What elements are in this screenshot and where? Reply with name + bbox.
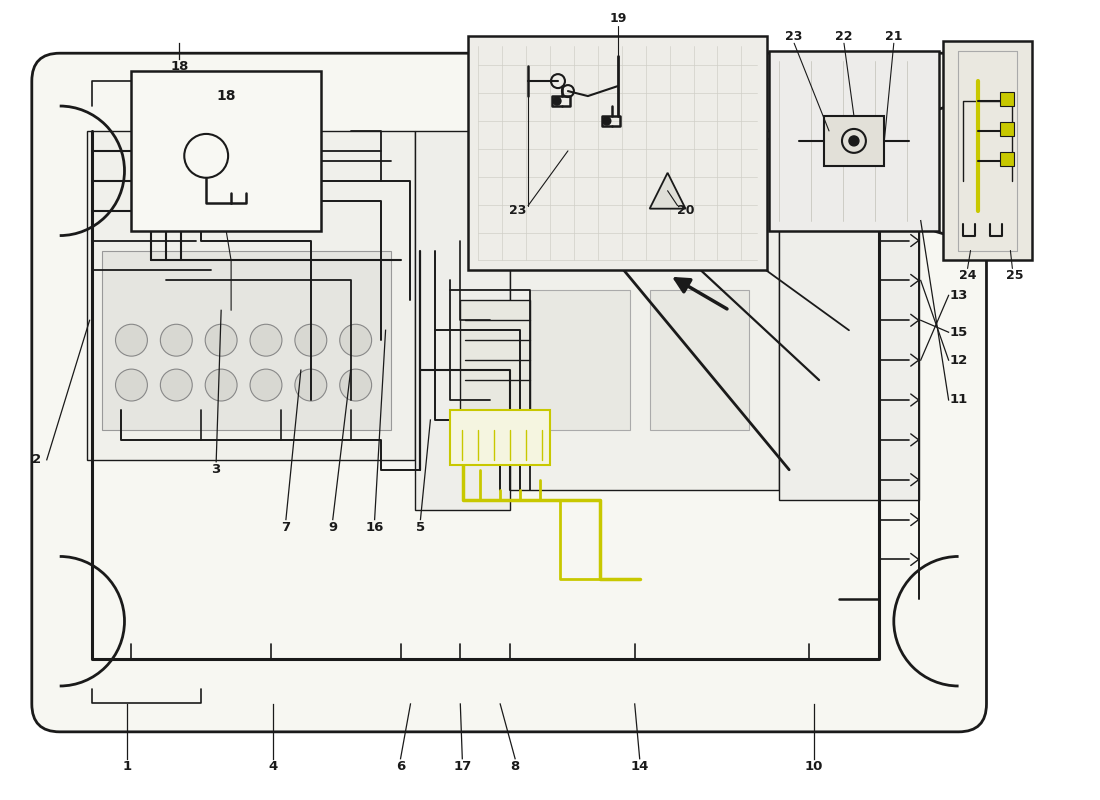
Bar — [132, 71, 321, 230]
Circle shape — [161, 369, 192, 401]
Bar — [1000, 122, 1014, 136]
Circle shape — [116, 324, 147, 356]
Bar — [530, 290, 629, 430]
Bar — [824, 116, 883, 166]
Bar — [1000, 152, 1014, 166]
Text: 6: 6 — [396, 760, 405, 774]
Circle shape — [206, 369, 238, 401]
Text: 2: 2 — [32, 454, 42, 466]
Text: 21: 21 — [886, 30, 903, 42]
Text: 13: 13 — [949, 289, 968, 302]
Text: 4: 4 — [268, 760, 277, 774]
Text: 10: 10 — [805, 760, 823, 774]
Bar — [450, 410, 550, 465]
Polygon shape — [650, 173, 685, 209]
Text: 1: 1 — [123, 760, 132, 774]
Bar — [943, 42, 1032, 261]
Bar — [87, 131, 416, 460]
Circle shape — [206, 324, 238, 356]
Circle shape — [116, 369, 147, 401]
Text: 15: 15 — [949, 326, 968, 338]
Bar — [469, 36, 767, 270]
Circle shape — [849, 136, 859, 146]
Text: 18: 18 — [217, 89, 235, 103]
Circle shape — [295, 369, 327, 401]
Circle shape — [603, 117, 611, 125]
Bar — [101, 250, 390, 430]
Circle shape — [295, 324, 327, 356]
FancyBboxPatch shape — [32, 54, 987, 732]
Text: 25: 25 — [1005, 269, 1023, 282]
Text: 24: 24 — [959, 269, 977, 282]
Text: 9: 9 — [328, 521, 338, 534]
Bar — [779, 111, 918, 500]
Text: 16: 16 — [365, 521, 384, 534]
Text: 5: 5 — [416, 521, 425, 534]
Bar — [650, 290, 749, 430]
Text: 19: 19 — [609, 12, 627, 25]
Text: 22: 22 — [835, 30, 852, 42]
Circle shape — [340, 369, 372, 401]
Text: 7: 7 — [282, 521, 290, 534]
Text: 3: 3 — [211, 463, 221, 476]
Text: 23: 23 — [509, 204, 527, 217]
Circle shape — [553, 97, 561, 105]
Bar — [769, 51, 938, 230]
Bar — [530, 161, 629, 270]
Bar — [1000, 92, 1014, 106]
Text: 20: 20 — [676, 204, 694, 217]
Text: 3 partdiagrams.co: 3 partdiagrams.co — [390, 286, 833, 498]
Bar — [650, 161, 749, 270]
Text: 14: 14 — [630, 760, 649, 774]
Circle shape — [161, 324, 192, 356]
Circle shape — [250, 324, 282, 356]
Bar — [510, 131, 779, 490]
Text: 23: 23 — [785, 30, 803, 42]
Bar — [416, 131, 510, 510]
Circle shape — [250, 369, 282, 401]
Circle shape — [340, 324, 372, 356]
Text: 8: 8 — [510, 760, 519, 774]
Bar — [460, 300, 530, 420]
Text: 18: 18 — [170, 60, 188, 73]
Text: 12: 12 — [949, 354, 968, 366]
Text: 17: 17 — [453, 760, 472, 774]
Text: 11: 11 — [949, 394, 968, 406]
